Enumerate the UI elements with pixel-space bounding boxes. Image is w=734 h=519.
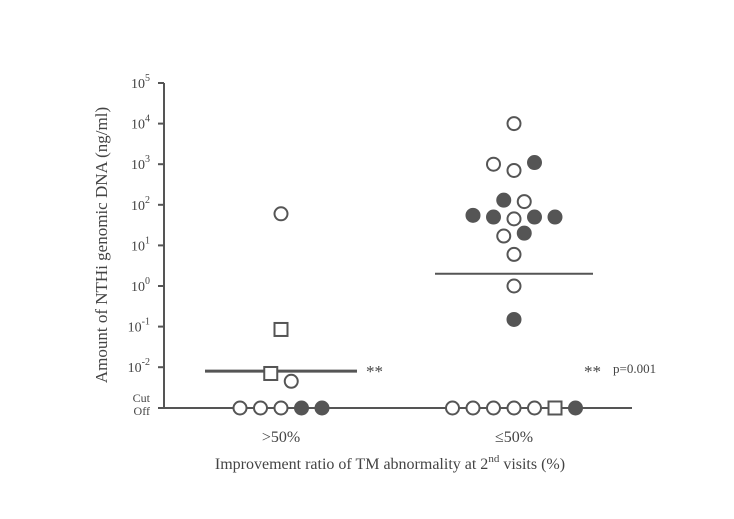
point-g2-11 <box>496 228 512 244</box>
point-g2-12 <box>516 225 532 241</box>
y-tick-label-6: 10-1 <box>128 317 150 336</box>
x-category-label-2: ≤50% <box>495 429 533 446</box>
y-tick-label-7: 10-2 <box>128 357 150 376</box>
point-g2-16 <box>445 400 460 416</box>
significance-marker: ** <box>366 362 383 381</box>
point-g1-6 <box>273 400 289 416</box>
point-g1-2 <box>263 365 279 381</box>
point-g1-1 <box>273 321 289 337</box>
x-axis-label-main: Improvement ratio of TM abnormality at 2 <box>215 456 488 473</box>
point-g2-17 <box>465 400 481 416</box>
point-g2-9 <box>547 209 563 225</box>
y-axis-label: Amount of NTHi genomic DNA (ng/ml) <box>92 107 111 383</box>
point-g2-3 <box>527 155 542 171</box>
point-g1-3 <box>283 373 299 389</box>
point-g2-13 <box>506 246 522 262</box>
x-axis-label-sup: nd <box>488 453 500 465</box>
x-axis-label-tail: visits (%) <box>499 456 565 473</box>
point-g1-7 <box>294 400 309 416</box>
x-category-label-1: >50% <box>262 429 300 446</box>
y-ticks: 105 104 103 102 101 100 10-1 10-2 <box>128 73 164 376</box>
data-points <box>232 116 583 416</box>
y-tick-label-3: 102 <box>131 195 150 214</box>
point-g2-14 <box>506 278 522 294</box>
point-g1-8 <box>314 400 330 416</box>
point-g2-6 <box>486 209 501 225</box>
axes <box>158 83 632 409</box>
significance-note-marker: ** <box>584 362 601 381</box>
point-g2-10 <box>516 194 532 210</box>
point-g2-8 <box>527 209 542 225</box>
point-g2-20 <box>527 400 542 416</box>
point-g2-4 <box>496 192 512 208</box>
point-g1-0 <box>273 206 289 222</box>
median-lines <box>205 272 593 373</box>
point-g2-19 <box>506 400 522 416</box>
x-axis-label: Improvement ratio of TM abnormality at 2… <box>215 453 565 473</box>
significance-note-text: p=0.001 <box>613 361 656 376</box>
point-g2-5 <box>465 207 481 223</box>
point-g2-2 <box>506 162 522 178</box>
cutoff-label-line2: Off <box>134 404 150 418</box>
y-tick-label-1: 104 <box>131 114 150 133</box>
y-tick-label-5: 100 <box>131 276 150 295</box>
point-g2-22 <box>568 400 583 416</box>
point-g1-5 <box>253 400 268 416</box>
point-g2-18 <box>486 400 501 416</box>
point-g2-1 <box>486 156 501 172</box>
y-tick-label-0: 105 <box>131 73 150 92</box>
point-g2-0 <box>506 116 522 132</box>
point-g2-21 <box>547 400 563 416</box>
y-tick-label-2: 103 <box>131 154 150 173</box>
point-g2-15 <box>506 311 522 327</box>
cutoff-label-line1: Cut <box>133 391 151 405</box>
y-tick-label-4: 101 <box>131 235 150 254</box>
point-g1-4 <box>232 400 248 416</box>
point-g2-7 <box>506 211 522 227</box>
